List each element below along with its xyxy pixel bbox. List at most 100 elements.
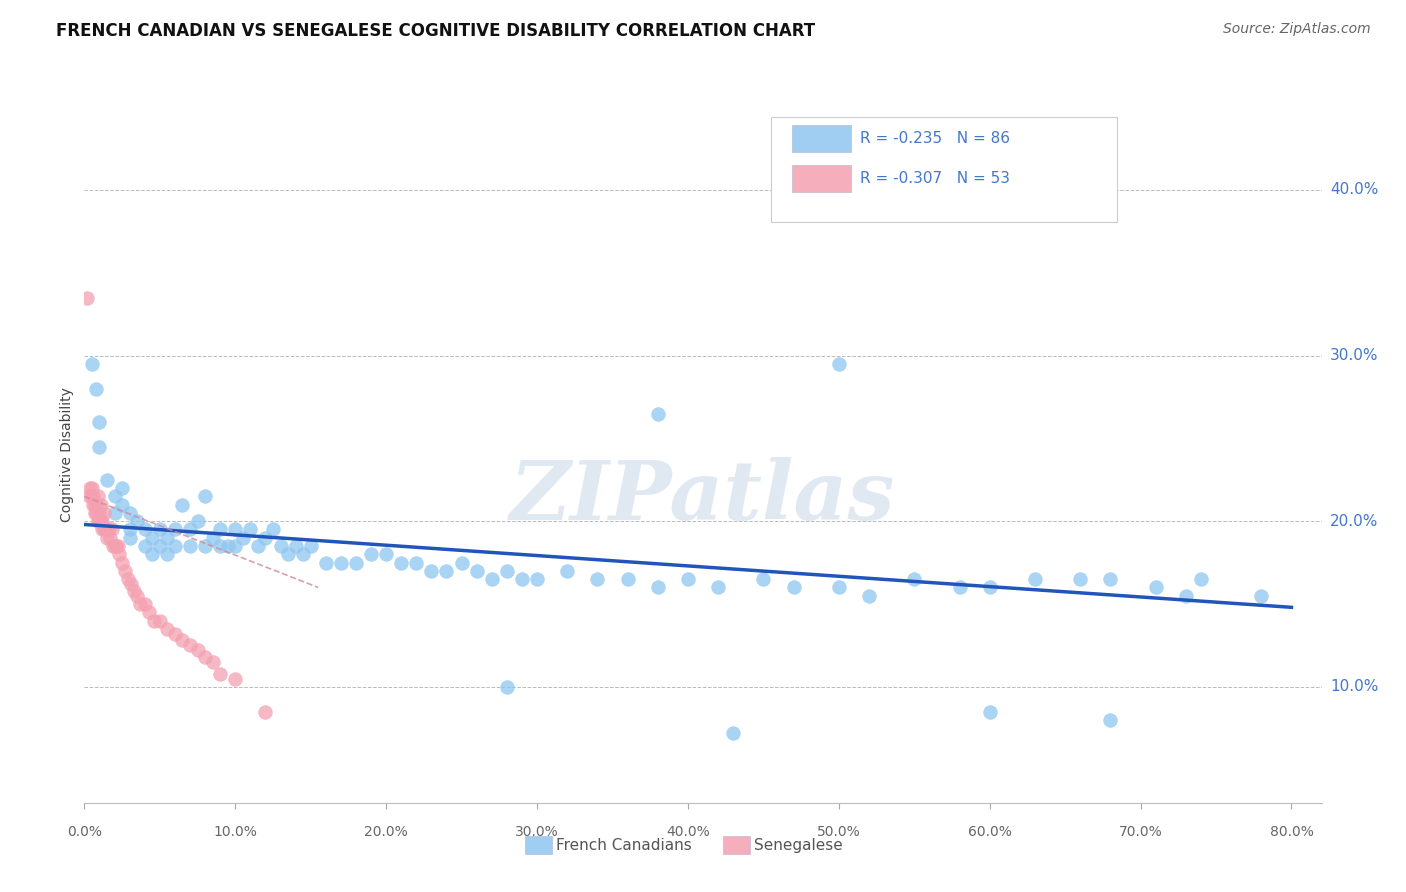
Point — [194, 539, 217, 553]
Point — [647, 581, 669, 595]
Point — [93, 523, 115, 537]
Point — [828, 581, 851, 595]
FancyBboxPatch shape — [723, 836, 749, 855]
Point — [450, 556, 472, 570]
FancyBboxPatch shape — [770, 118, 1118, 222]
Point — [149, 614, 172, 628]
Point — [752, 572, 775, 586]
Point — [90, 514, 112, 528]
Point — [100, 523, 122, 537]
Point — [89, 506, 111, 520]
Point — [114, 564, 136, 578]
FancyBboxPatch shape — [524, 836, 553, 855]
Point — [141, 531, 163, 545]
Point — [246, 539, 269, 553]
Point — [84, 498, 107, 512]
Point — [344, 556, 367, 570]
Y-axis label: Cognitive Disability: Cognitive Disability — [60, 387, 75, 523]
Point — [209, 666, 232, 681]
Text: 10.0%: 10.0% — [1330, 680, 1378, 694]
Point — [134, 597, 156, 611]
Point — [118, 506, 141, 520]
Point — [117, 572, 139, 586]
Text: FRENCH CANADIAN VS SENEGALESE COGNITIVE DISABILITY CORRELATION CHART: FRENCH CANADIAN VS SENEGALESE COGNITIVE … — [56, 22, 815, 40]
Point — [262, 523, 284, 537]
Point — [120, 577, 142, 591]
Point — [86, 498, 108, 512]
Point — [80, 481, 103, 495]
Point — [329, 556, 352, 570]
Point — [436, 564, 458, 578]
Text: 20.0%: 20.0% — [1330, 514, 1378, 529]
Point — [103, 506, 125, 520]
Point — [172, 633, 194, 648]
Point — [86, 382, 108, 396]
Point — [647, 407, 669, 421]
Point — [194, 489, 217, 503]
Point — [270, 539, 292, 553]
Point — [1099, 713, 1122, 727]
FancyBboxPatch shape — [792, 125, 852, 152]
Point — [149, 539, 172, 553]
Text: R = -0.235   N = 86: R = -0.235 N = 86 — [860, 131, 1010, 146]
Point — [118, 523, 141, 537]
Point — [96, 523, 118, 537]
Point — [389, 556, 412, 570]
Point — [1024, 572, 1046, 586]
Point — [495, 564, 517, 578]
Point — [616, 572, 638, 586]
Point — [224, 539, 246, 553]
Point — [979, 705, 1001, 719]
Point — [94, 523, 117, 537]
Point — [89, 514, 111, 528]
Point — [84, 506, 107, 520]
Text: 30.0%: 30.0% — [1330, 348, 1378, 363]
Point — [149, 523, 172, 537]
Point — [98, 531, 121, 545]
Point — [292, 547, 315, 561]
Point — [277, 547, 299, 561]
Point — [87, 514, 110, 528]
Point — [179, 639, 201, 653]
Point — [80, 489, 103, 503]
Point — [1189, 572, 1212, 586]
Point — [707, 581, 730, 595]
Text: 70.0%: 70.0% — [1119, 825, 1163, 839]
Point — [186, 514, 208, 528]
Point — [1069, 572, 1091, 586]
Point — [156, 547, 179, 561]
Point — [254, 531, 277, 545]
Point — [142, 614, 165, 628]
Point — [239, 523, 262, 537]
Point — [405, 556, 427, 570]
Text: 40.0%: 40.0% — [1330, 182, 1378, 197]
Point — [103, 539, 125, 553]
Point — [676, 572, 699, 586]
Point — [481, 572, 503, 586]
Point — [224, 523, 246, 537]
Point — [179, 539, 201, 553]
Point — [82, 498, 104, 512]
Point — [91, 523, 114, 537]
Point — [948, 581, 970, 595]
Text: ZIPatlas: ZIPatlas — [510, 457, 896, 537]
Point — [96, 531, 118, 545]
Point — [134, 539, 156, 553]
Text: 20.0%: 20.0% — [364, 825, 408, 839]
Point — [495, 680, 517, 694]
Point — [315, 556, 337, 570]
Point — [82, 489, 104, 503]
Point — [828, 357, 851, 371]
Point — [179, 523, 201, 537]
Point — [163, 539, 186, 553]
Point — [103, 489, 125, 503]
Text: 30.0%: 30.0% — [515, 825, 560, 839]
Text: 40.0%: 40.0% — [666, 825, 710, 839]
Point — [1099, 572, 1122, 586]
Point — [111, 498, 134, 512]
Point — [1144, 581, 1167, 595]
Point — [254, 705, 277, 719]
Point — [141, 547, 163, 561]
Point — [201, 531, 224, 545]
Point — [194, 650, 217, 665]
